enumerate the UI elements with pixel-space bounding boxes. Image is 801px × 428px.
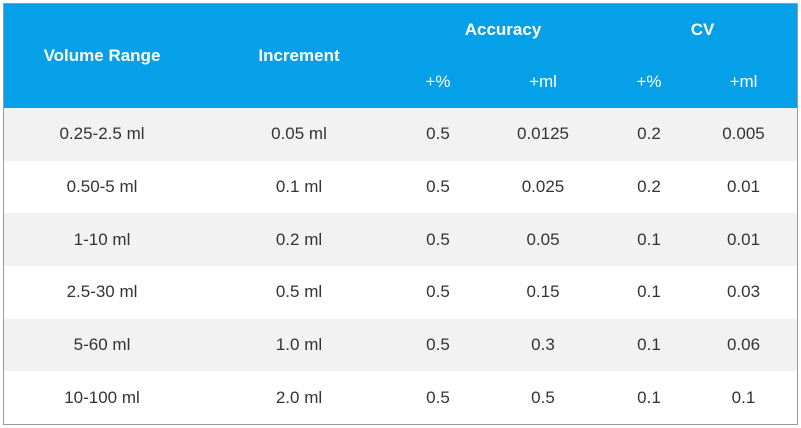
header-volume-range: Volume Range	[4, 4, 200, 108]
cell-accuracy-ml: 0.025	[478, 160, 608, 214]
cell-cv-ml: 0.005	[690, 108, 797, 161]
cell-accuracy-ml: 0.15	[478, 265, 608, 319]
table-row: 10-100 ml 2.0 ml 0.5 0.5 0.1 0.1	[4, 371, 797, 424]
header-increment: Increment	[200, 4, 398, 108]
header-cv-pct: +%	[608, 56, 690, 108]
header-cv: CV	[608, 4, 797, 56]
cell-increment: 0.2 ml	[200, 213, 398, 266]
cell-cv-pct: 0.1	[608, 265, 690, 319]
table-row: 1-10 ml 0.2 ml 0.5 0.05 0.1 0.01	[4, 213, 797, 266]
cell-accuracy-pct: 0.5	[398, 160, 478, 214]
header-row-main: Volume Range Increment Accuracy CV	[4, 4, 797, 108]
cell-cv-pct: 0.1	[608, 213, 690, 266]
cell-increment: 1.0 ml	[200, 318, 398, 372]
pipette-spec-table: Volume Range Increment Accuracy CV +% +m…	[4, 4, 797, 424]
cell-volume-range: 5-60 ml	[4, 318, 200, 372]
table-row: 0.25-2.5 ml 0.05 ml 0.5 0.0125 0.2 0.005	[4, 108, 797, 161]
cell-volume-range: 2.5-30 ml	[4, 265, 200, 319]
cell-increment: 0.1 ml	[200, 160, 398, 214]
header-accuracy-ml: +ml	[478, 56, 608, 108]
cell-increment: 0.05 ml	[200, 108, 398, 161]
table-row: 0.50-5 ml 0.1 ml 0.5 0.025 0.2 0.01	[4, 160, 797, 214]
cell-cv-ml: 0.01	[690, 160, 797, 214]
header-accuracy-pct: +%	[398, 56, 478, 108]
cell-accuracy-ml: 0.0125	[478, 108, 608, 161]
cell-volume-range: 0.50-5 ml	[4, 160, 200, 214]
table-row: 5-60 ml 1.0 ml 0.5 0.3 0.1 0.06	[4, 318, 797, 372]
header-cv-ml: +ml	[690, 56, 797, 108]
cell-accuracy-ml: 0.3	[478, 318, 608, 372]
cell-cv-ml: 0.1	[690, 371, 797, 424]
cell-cv-pct: 0.2	[608, 160, 690, 214]
table-header: Volume Range Increment Accuracy CV +% +m…	[4, 4, 797, 108]
cell-cv-ml: 0.03	[690, 265, 797, 319]
cell-accuracy-pct: 0.5	[398, 213, 478, 266]
cell-accuracy-pct: 0.5	[398, 371, 478, 424]
spec-table-container: Volume Range Increment Accuracy CV +% +m…	[3, 3, 798, 425]
cell-volume-range: 0.25-2.5 ml	[4, 108, 200, 161]
header-row-sub: +% +ml +% +ml	[4, 56, 797, 108]
cell-accuracy-pct: 0.5	[398, 318, 478, 372]
cell-cv-pct: 0.1	[608, 371, 690, 424]
cell-increment: 0.5 ml	[200, 265, 398, 319]
table-body: 0.25-2.5 ml 0.05 ml 0.5 0.0125 0.2 0.005…	[4, 108, 797, 424]
cell-accuracy-pct: 0.5	[398, 265, 478, 319]
cell-volume-range: 1-10 ml	[4, 213, 200, 266]
cell-cv-pct: 0.1	[608, 318, 690, 372]
cell-volume-range: 10-100 ml	[4, 371, 200, 424]
cell-accuracy-ml: 0.5	[478, 371, 608, 424]
cell-cv-ml: 0.01	[690, 213, 797, 266]
cell-increment: 2.0 ml	[200, 371, 398, 424]
table-row: 2.5-30 ml 0.5 ml 0.5 0.15 0.1 0.03	[4, 265, 797, 319]
cell-accuracy-ml: 0.05	[478, 213, 608, 266]
header-accuracy: Accuracy	[398, 4, 608, 56]
cell-accuracy-pct: 0.5	[398, 108, 478, 161]
cell-cv-ml: 0.06	[690, 318, 797, 372]
cell-cv-pct: 0.2	[608, 108, 690, 161]
